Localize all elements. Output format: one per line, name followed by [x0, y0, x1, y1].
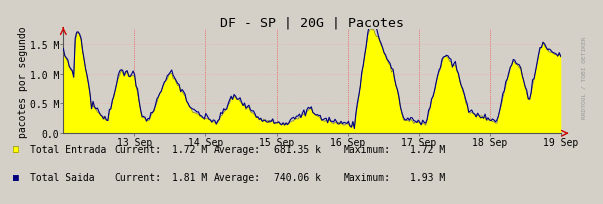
Text: ■: ■ [13, 172, 19, 182]
Text: 1.81 M: 1.81 M [172, 172, 207, 182]
Text: Maximum:: Maximum: [344, 144, 391, 154]
Text: Current:: Current: [115, 144, 162, 154]
Title: DF - SP | 20G | Pacotes: DF - SP | 20G | Pacotes [220, 17, 404, 30]
Text: 1.72 M: 1.72 M [172, 144, 207, 154]
Text: Total Entrada: Total Entrada [30, 144, 107, 154]
Y-axis label: pacotes por segundo: pacotes por segundo [18, 26, 28, 137]
Text: 681.35 k: 681.35 k [274, 144, 321, 154]
Text: Maximum:: Maximum: [344, 172, 391, 182]
Text: Total Saida: Total Saida [30, 172, 95, 182]
Text: Current:: Current: [115, 172, 162, 182]
Text: Average:: Average: [214, 144, 261, 154]
Text: 1.93 M: 1.93 M [410, 172, 445, 182]
Text: 740.06 k: 740.06 k [274, 172, 321, 182]
Text: RRDTOOL / TOBI OETIKER: RRDTOOL / TOBI OETIKER [581, 37, 586, 119]
Text: Average:: Average: [214, 172, 261, 182]
Text: 1.72 M: 1.72 M [410, 144, 445, 154]
Text: ■: ■ [13, 144, 19, 154]
Text: □: □ [13, 144, 19, 154]
